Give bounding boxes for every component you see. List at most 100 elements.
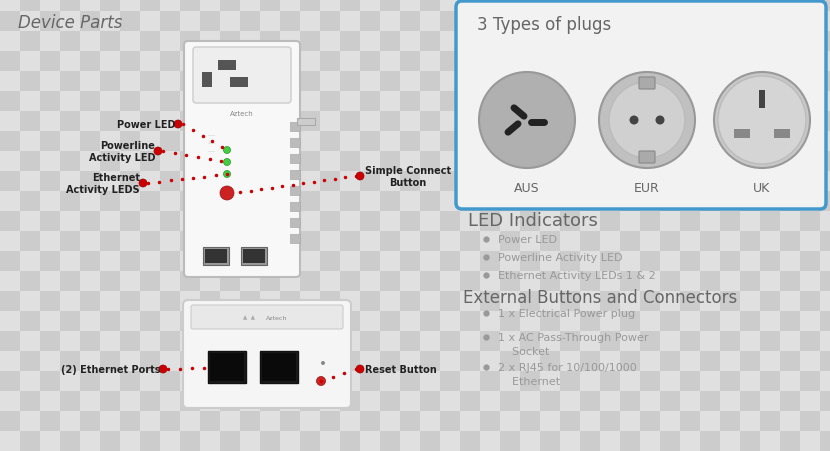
- Bar: [820, 92, 830, 112]
- Bar: [400, 231, 420, 252]
- Bar: [700, 152, 720, 172]
- Bar: [340, 331, 360, 351]
- Bar: [205, 249, 227, 263]
- Bar: [580, 391, 600, 411]
- Bar: [0, 212, 20, 231]
- Bar: [600, 272, 620, 291]
- Bar: [320, 252, 340, 272]
- Bar: [320, 132, 340, 152]
- Bar: [180, 112, 200, 132]
- Bar: [200, 351, 220, 371]
- Bar: [320, 72, 340, 92]
- FancyBboxPatch shape: [639, 78, 655, 90]
- Bar: [800, 32, 820, 52]
- FancyBboxPatch shape: [191, 305, 343, 329]
- Bar: [700, 172, 720, 192]
- Bar: [640, 112, 660, 132]
- Bar: [800, 12, 820, 32]
- Bar: [360, 212, 380, 231]
- Bar: [440, 92, 460, 112]
- Bar: [780, 371, 800, 391]
- Bar: [320, 192, 340, 212]
- Bar: [820, 371, 830, 391]
- Bar: [820, 272, 830, 291]
- Bar: [680, 92, 700, 112]
- Bar: [580, 172, 600, 192]
- Bar: [40, 92, 60, 112]
- Circle shape: [629, 116, 638, 125]
- Bar: [700, 371, 720, 391]
- Bar: [580, 192, 600, 212]
- Bar: [200, 72, 220, 92]
- Bar: [80, 272, 100, 291]
- Bar: [20, 331, 40, 351]
- Bar: [800, 152, 820, 172]
- Bar: [420, 391, 440, 411]
- Bar: [230, 78, 248, 88]
- Bar: [300, 331, 320, 351]
- Bar: [160, 112, 180, 132]
- Circle shape: [154, 147, 162, 156]
- Bar: [740, 351, 760, 371]
- Bar: [340, 192, 360, 212]
- Bar: [360, 291, 380, 311]
- Bar: [160, 371, 180, 391]
- Bar: [240, 391, 260, 411]
- Bar: [680, 52, 700, 72]
- Bar: [620, 192, 640, 212]
- Bar: [820, 52, 830, 72]
- Bar: [740, 152, 760, 172]
- Bar: [740, 252, 760, 272]
- Bar: [780, 52, 800, 72]
- Bar: [0, 291, 20, 311]
- Bar: [520, 291, 540, 311]
- Bar: [700, 311, 720, 331]
- Bar: [740, 52, 760, 72]
- Bar: [420, 272, 440, 291]
- Bar: [520, 92, 540, 112]
- Bar: [20, 0, 40, 12]
- FancyBboxPatch shape: [456, 2, 826, 210]
- Bar: [40, 431, 60, 451]
- Bar: [700, 391, 720, 411]
- Bar: [200, 291, 220, 311]
- Bar: [420, 0, 440, 12]
- Bar: [220, 0, 240, 12]
- Bar: [660, 172, 680, 192]
- Bar: [280, 92, 300, 112]
- Bar: [460, 391, 480, 411]
- Bar: [300, 0, 320, 12]
- Bar: [320, 311, 340, 331]
- Bar: [60, 272, 80, 291]
- Text: Ethernet
Activity LEDS: Ethernet Activity LEDS: [66, 173, 140, 194]
- Bar: [260, 212, 280, 231]
- Bar: [560, 391, 580, 411]
- Bar: [340, 351, 360, 371]
- Bar: [560, 132, 580, 152]
- Bar: [220, 112, 240, 132]
- Bar: [680, 12, 700, 32]
- Bar: [400, 92, 420, 112]
- Bar: [680, 431, 700, 451]
- Bar: [280, 231, 300, 252]
- Bar: [800, 411, 820, 431]
- Bar: [800, 112, 820, 132]
- Bar: [20, 192, 40, 212]
- Bar: [120, 112, 140, 132]
- Bar: [300, 72, 320, 92]
- Bar: [120, 152, 140, 172]
- Bar: [80, 311, 100, 331]
- Bar: [20, 371, 40, 391]
- Bar: [520, 431, 540, 451]
- Bar: [500, 252, 520, 272]
- Bar: [140, 92, 160, 112]
- Bar: [400, 411, 420, 431]
- Bar: [760, 272, 780, 291]
- Bar: [140, 391, 160, 411]
- Bar: [140, 52, 160, 72]
- Bar: [80, 431, 100, 451]
- Bar: [200, 12, 220, 32]
- Bar: [300, 231, 320, 252]
- Bar: [500, 32, 520, 52]
- Bar: [80, 231, 100, 252]
